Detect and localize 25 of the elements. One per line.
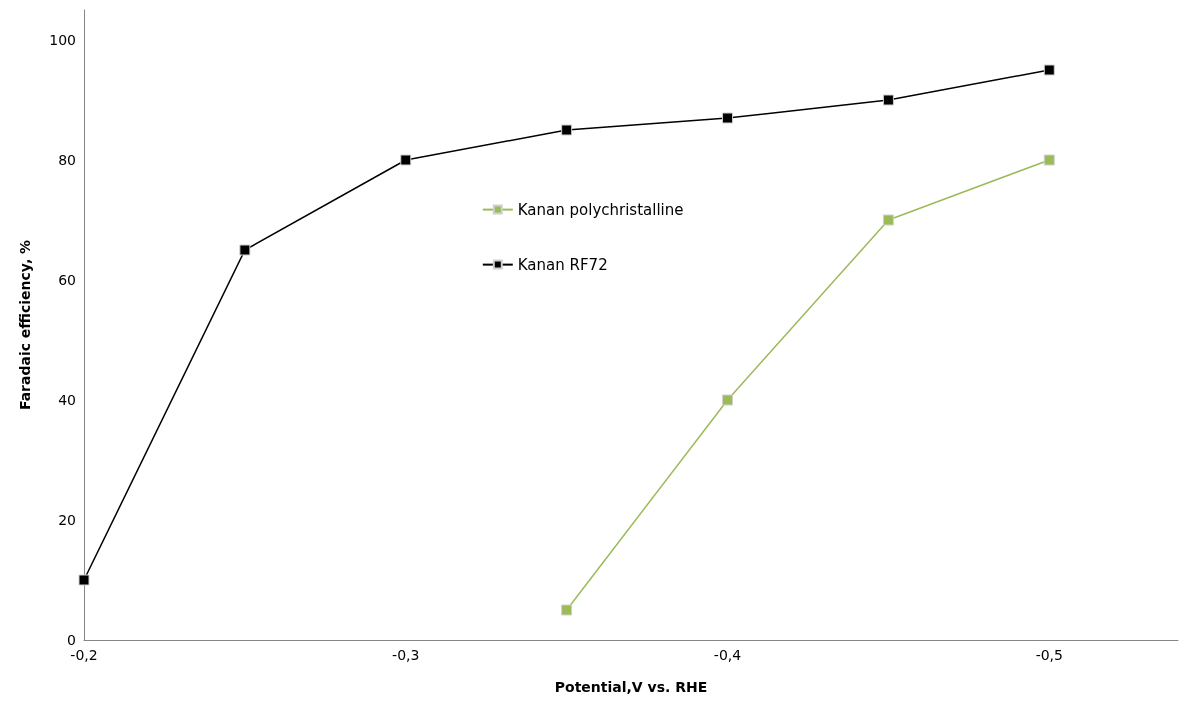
y-tick-label: 0 <box>67 632 76 648</box>
y-tick-label: 80 <box>58 152 76 168</box>
point <box>561 604 573 616</box>
point <box>1043 64 1055 76</box>
y-tick-label: 60 <box>58 272 76 288</box>
x-axis-title: Potential,V vs. RHE <box>554 679 708 695</box>
point <box>722 112 734 124</box>
legend-label: Kanan RF72 <box>517 255 608 274</box>
point <box>78 574 90 586</box>
y-tick-label: 40 <box>58 392 76 408</box>
point <box>722 394 734 406</box>
x-tick-label: -0,5 <box>1035 647 1063 663</box>
point <box>400 154 412 166</box>
legend-label: Kanan polychristalline <box>517 200 684 219</box>
point <box>1043 154 1055 166</box>
point <box>882 94 894 106</box>
y-axis-title: Faradaic efficiency, % <box>17 239 33 411</box>
x-tick-label: -0,3 <box>392 647 420 663</box>
y-tick-label: 100 <box>49 32 76 48</box>
point <box>882 214 894 226</box>
y-tick-label: 20 <box>58 512 76 528</box>
x-tick-label: -0,2 <box>70 647 98 663</box>
x-tick-label: -0,4 <box>713 647 742 663</box>
point <box>561 124 573 136</box>
point <box>239 244 251 256</box>
